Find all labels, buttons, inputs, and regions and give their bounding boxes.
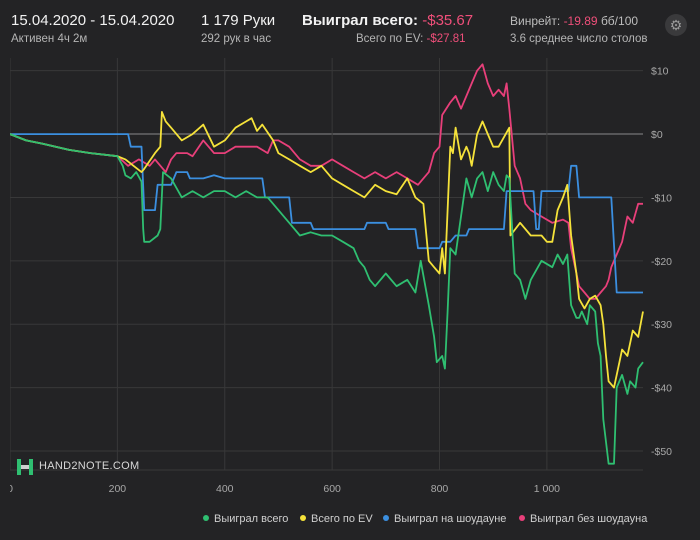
series-line-0: [10, 133, 644, 465]
series-line-1: [10, 111, 644, 389]
winrate-label: Винрейт:: [510, 14, 561, 28]
y-tick-label: -$10: [651, 192, 672, 204]
legend-label: Выиграл на шоудауне: [394, 513, 507, 525]
legend-label: Выиграл всего: [214, 513, 289, 525]
avg-tables: 3.6 среднее число столов: [510, 33, 648, 45]
x-tick-label: 800: [431, 483, 449, 495]
series-line-2: [10, 133, 643, 294]
x-tick-label: 0: [10, 483, 13, 495]
hand2note-logo-text: HAND2NOTE.COM: [39, 460, 140, 472]
hand2note-logo: HAND2NOTE.COM: [16, 456, 146, 478]
legend-dot-icon: [383, 515, 389, 521]
x-tick-label: 1 000: [534, 483, 560, 495]
chart-legend: Выиграл всего Всего по EV Выиграл на шоу…: [0, 509, 700, 529]
legend-item-non-showdown[interactable]: Выиграл без шоудауна: [519, 513, 647, 525]
ev-total-label: Всего по EV:: [356, 33, 424, 45]
active-time: Активен 4ч 2м: [11, 33, 88, 45]
legend-item-won-total[interactable]: Выиграл всего: [203, 513, 288, 525]
legend-label: Всего по EV: [311, 513, 373, 525]
graph-area: $10 $0 -$10 -$20 -$30 -$40 -$50 0 200 400 600 800 1 …: [10, 58, 672, 495]
x-tick-label: 200: [109, 483, 127, 495]
y-tick-label: -$40: [651, 383, 672, 395]
won-total-label: Выиграл всего:: [302, 12, 419, 29]
y-tick-label: $0: [651, 129, 663, 141]
hands-per-hour: 292 рук в час: [201, 33, 272, 45]
y-tick-label: -$30: [651, 319, 672, 331]
won-total-value: -$35.67: [422, 12, 474, 29]
results-chart[interactable]: $10 $0 -$10 -$20 -$30 -$40 -$50 0 200 400 600 800 1 …: [10, 58, 700, 503]
won-total: Выиграл всего: -$35.67: [302, 12, 473, 29]
summary-header: 15.04.2020 - 15.04.2020 Активен 4ч 2м 1 …: [0, 0, 700, 52]
winrate-unit: бб/100: [600, 14, 639, 28]
legend-dot-icon: [300, 515, 306, 521]
y-tick-label: $10: [651, 66, 669, 78]
y-tick-label: -$50: [651, 446, 672, 458]
ev-total: Всего по EV: -$27.81: [356, 33, 466, 45]
gear-icon[interactable]: ⚙: [665, 14, 687, 36]
winrate: Винрейт: -19.89 бб/100: [510, 14, 638, 28]
series-line-3: [10, 63, 643, 300]
date-range[interactable]: 15.04.2020 - 15.04.2020: [11, 12, 175, 29]
y-tick-label: -$20: [651, 256, 672, 268]
winrate-value: -19.89: [563, 14, 598, 28]
legend-label: Выиграл без шоудауна: [530, 513, 648, 525]
x-tick-label: 600: [323, 483, 341, 495]
legend-item-ev-total[interactable]: Всего по EV: [300, 513, 373, 525]
legend-item-showdown[interactable]: Выиграл на шоудауне: [383, 513, 506, 525]
x-tick-label: 400: [216, 483, 234, 495]
legend-dot-icon: [203, 515, 209, 521]
ev-total-value: -$27.81: [426, 33, 466, 45]
hands-count: 1 179 Руки: [201, 12, 276, 29]
legend-dot-icon: [519, 515, 525, 521]
hand2note-logo-icon: [17, 459, 33, 475]
